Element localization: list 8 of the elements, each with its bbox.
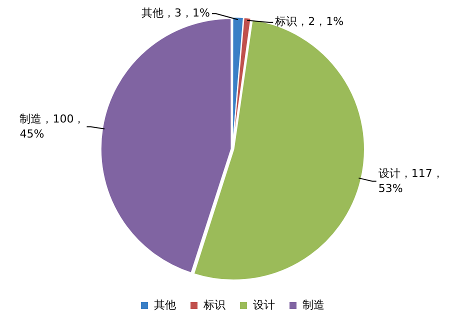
data-label: 设计，117，53% xyxy=(378,167,444,196)
data-label: 其他，3，1% xyxy=(142,6,210,20)
legend-label: 标识 xyxy=(202,298,226,312)
data-label: 标识，2，1% xyxy=(274,15,344,28)
legend-label: 其他 xyxy=(154,298,176,312)
legend-label: 制造 xyxy=(302,298,324,312)
legend-label: 设计 xyxy=(253,298,275,312)
data-label: 制造，100，45% xyxy=(20,112,85,141)
